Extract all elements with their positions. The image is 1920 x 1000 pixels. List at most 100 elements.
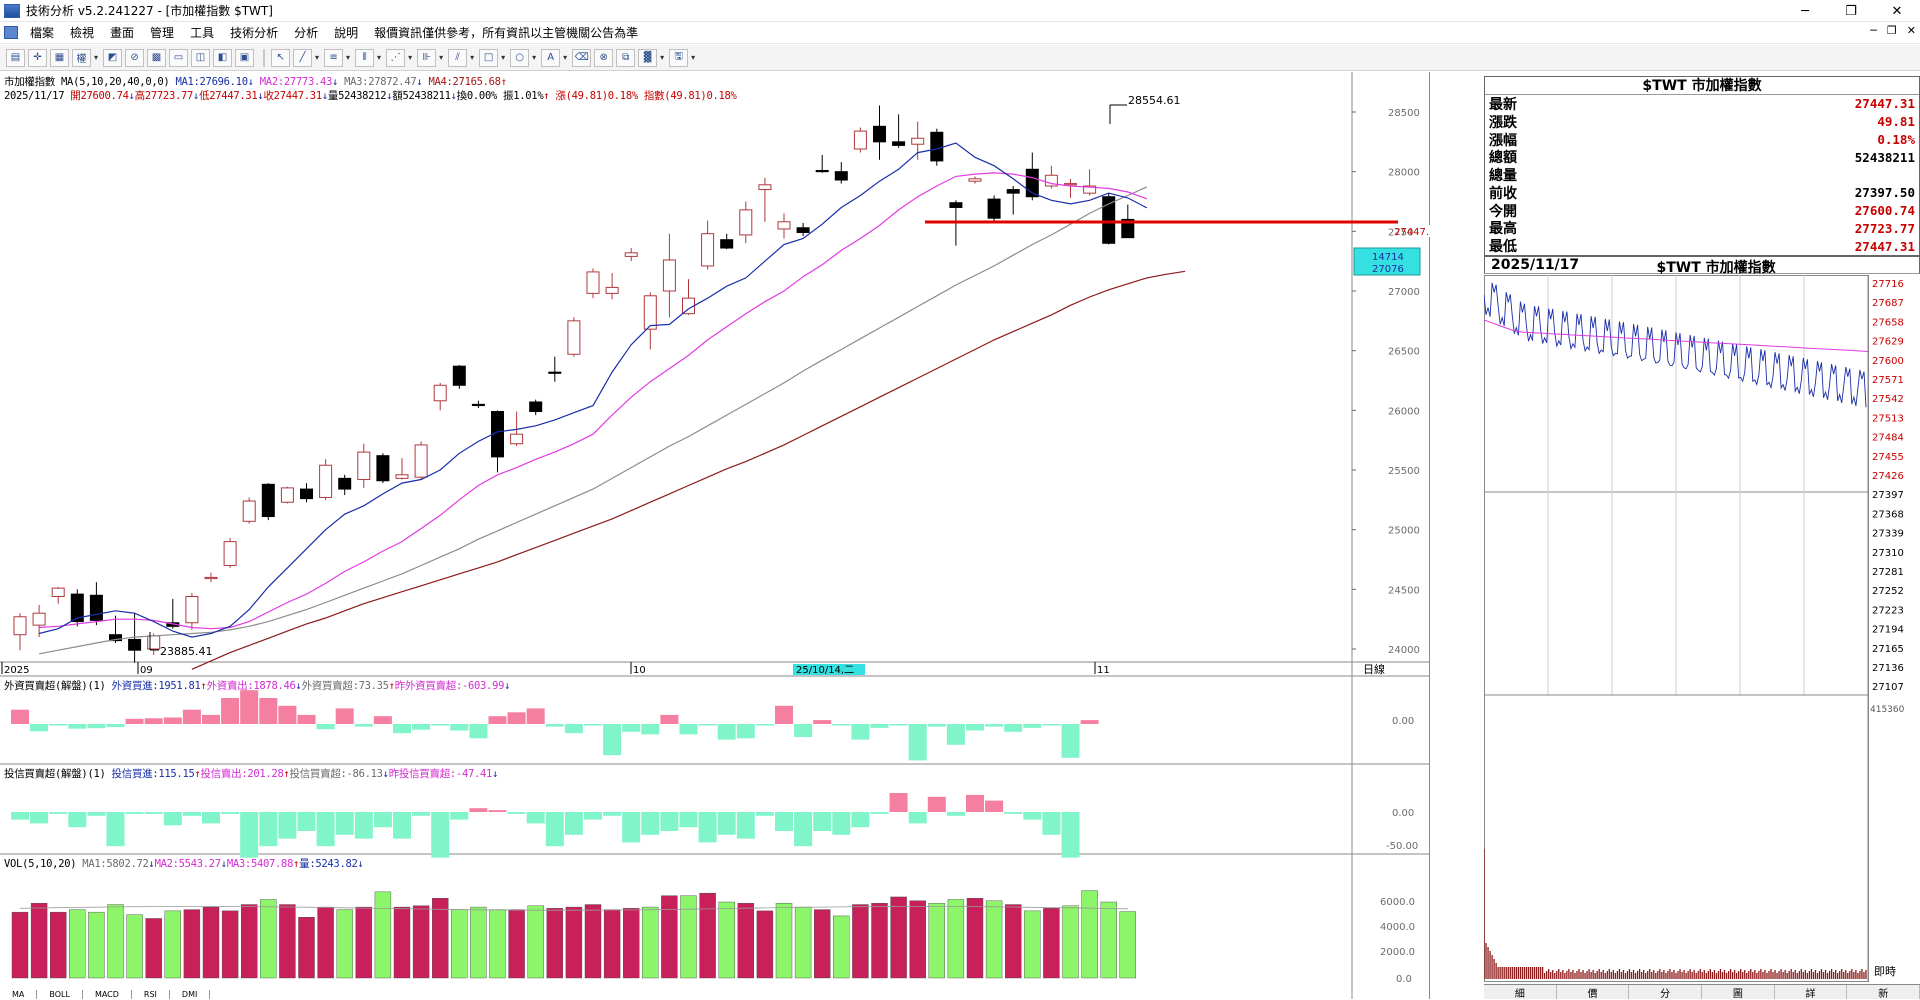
tick-price-label: 27513 [1872,413,1904,424]
volume-bar [240,904,258,979]
menu-help[interactable]: 說明 [334,26,359,40]
tick-price-label: 27107 [1872,682,1904,693]
mdi-close-icon[interactable]: ✕ [1906,24,1916,37]
trendline-icon[interactable]: ╱ [293,48,313,67]
document-icon[interactable] [4,26,18,39]
foreign-bar [68,724,87,729]
vol-tick-0: 0.0 [1396,974,1412,985]
trust-bar [316,812,335,847]
menu-analysis[interactable]: 分析 [294,26,319,40]
ma3-value: MA3:27872.47 [344,76,417,88]
export-icon[interactable]: ▣ [235,48,255,67]
toolbar-separator [263,48,266,67]
weight-button[interactable]: 權 [72,48,91,67]
indicator-icon[interactable]: ◩ [103,48,123,67]
foreign-bar [889,724,908,726]
candle-body [815,169,829,173]
trust-bar [297,812,316,831]
volume-bar [1119,911,1137,979]
foreign-bars-group [11,690,1099,761]
trust-bar [889,793,908,812]
tick-price-label: 27629 [1872,337,1904,348]
trust-bar [908,812,927,824]
trust-bar [49,812,68,814]
high-value: 高27723.77 [134,90,194,102]
vol-tick-2000: 2000.0 [1380,947,1415,958]
foreign-bar [259,698,278,724]
mdi-controls: ─ ❐ ✕ [1870,24,1916,37]
foreign-bar [393,724,411,734]
close-value: 收27447.31 [263,90,322,102]
erase-icon[interactable]: ⌫ [572,48,592,67]
quote-label: 漲幅 [1489,132,1517,149]
trust-bar [526,812,545,824]
tab-ma[interactable]: MA [0,990,38,999]
volume-bar [623,908,640,979]
menu-file[interactable]: 檔案 [30,26,55,40]
tab-rsi[interactable]: RSI [132,990,170,999]
menu-manage[interactable]: 管理 [150,26,175,40]
foreign-bar [775,705,793,724]
tab-price[interactable]: 價 [1557,985,1630,1000]
vline-icon[interactable]: ⫴ [355,48,375,67]
mdi-restore-icon[interactable]: ❐ [1886,24,1897,37]
trust-bar [603,812,622,816]
crosshair-icon[interactable]: ✛ [28,48,47,67]
volume-bar [1005,904,1022,979]
minimize-icon[interactable]: ─ [1801,3,1809,19]
daily-label[interactable]: 日線 [1363,662,1385,676]
menu-screen[interactable]: 畫面 [110,26,135,40]
tab-detail[interactable]: 細 [1484,985,1557,1000]
ma3-line [38,186,1148,655]
chart-icon[interactable]: ◫ [191,48,211,67]
grid-icon[interactable]: ▩ [147,48,167,67]
zoom-icon[interactable]: ⊘ [125,48,145,67]
tab-news[interactable]: 新 [1847,985,1920,1000]
copy-draw-icon[interactable]: ⧉ [616,48,636,67]
candle-body [319,464,333,498]
foreign-bar [755,724,774,726]
text-icon[interactable]: A [541,48,561,67]
save-icon[interactable]: 🖫 [669,48,689,67]
fib-icon[interactable]: ⊪ [417,48,437,67]
tab-minute[interactable]: 分 [1629,985,1703,1000]
tab-macd[interactable]: MACD [83,990,132,999]
volume-bar [88,911,105,979]
tab-details[interactable]: 詳 [1775,985,1848,1000]
draw-cursor-icon[interactable]: ↖ [271,48,291,67]
candle-body [338,477,352,490]
hline-icon[interactable]: ≡ [324,48,344,67]
channel-icon[interactable]: ⫽ [448,48,468,67]
table-icon[interactable]: ▦ [50,48,69,67]
window-icon[interactable]: ▭ [169,48,189,67]
compare-icon[interactable]: ◧ [213,48,233,67]
eraser-all-icon[interactable]: ⊗ [594,48,614,67]
menu-view[interactable]: 檢視 [70,26,95,40]
trust-bar [1023,812,1042,820]
volume-bar [909,900,926,979]
tab-chart[interactable]: 圖 [1702,985,1775,1000]
foreign-bar [316,724,335,730]
chart-area[interactable]: 市加權指數 MA(5,10,20,40,0,0) MA1:27696.10↓ M… [0,72,1430,999]
tick-realtime-label[interactable]: 即時 [1874,965,1896,978]
close-icon[interactable]: ✕ [1891,3,1903,19]
mdi-minimize-icon[interactable]: ─ [1870,24,1877,37]
menu-tools[interactable]: 工具 [190,26,215,40]
rectangle-icon[interactable]: □ [479,48,499,67]
open-value: 開27600.74 [70,90,129,102]
trust-zero-tick: 0.00 [1392,808,1414,819]
tab-dmi[interactable]: DMI [170,990,211,999]
layout-icon[interactable]: ▤ [6,48,25,67]
quote-header: $TWT 市加權指數 [1485,77,1919,95]
maximize-icon[interactable]: ❐ [1845,3,1857,19]
tick-y-axis: 27716 27687 27658 27629 27600 27571 27542 27513… [1872,279,1904,693]
menu-technical-analysis[interactable]: 技術分析 [230,26,279,40]
candle-body [395,474,409,479]
price-tick-label: 27500 [1388,227,1420,238]
trust-buy: 投信買進:115.15 [111,768,195,780]
ellipse-icon[interactable]: ○ [510,48,530,67]
fan-icon[interactable]: ⋰ [386,48,406,67]
color-icon[interactable]: ▓ [638,48,658,67]
tab-boll[interactable]: BOLL [37,990,83,999]
volume-bar [451,909,468,979]
